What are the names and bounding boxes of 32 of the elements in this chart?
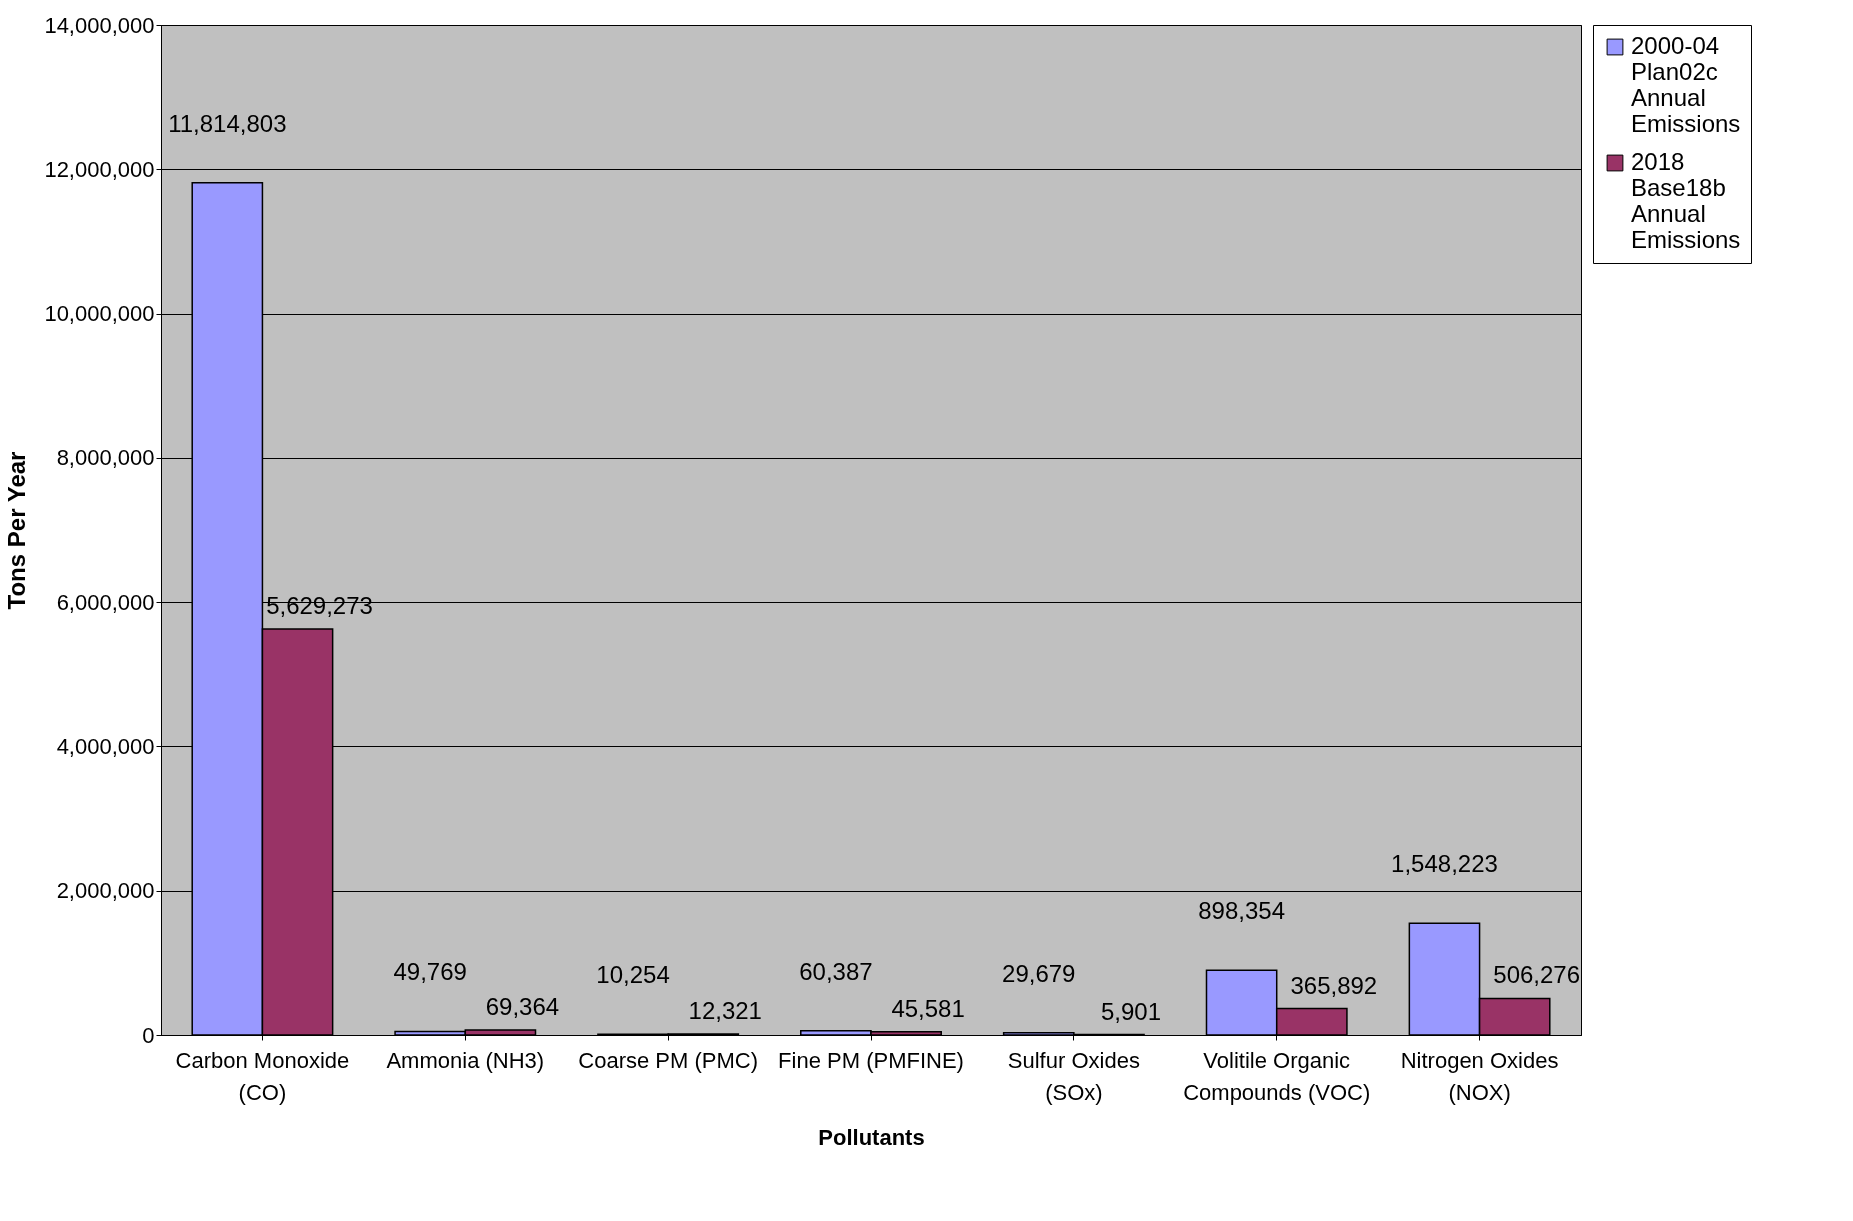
data-label: 898,354 — [1198, 897, 1285, 925]
data-label: 12,321 — [688, 997, 762, 1025]
x-tick-label: Fine PM (PMFINE) — [778, 1047, 964, 1073]
data-label: 49,769 — [393, 958, 467, 986]
data-label: 5,901 — [1100, 997, 1161, 1025]
data-label: 29,679 — [1002, 959, 1076, 987]
data-label: 1,548,223 — [1391, 850, 1498, 878]
data-label: 60,387 — [799, 957, 873, 985]
y-tick-label: 14,000,000 — [44, 12, 155, 38]
x-tick-label: Ammonia (NH3) — [386, 1047, 545, 1073]
y-tick-label: 0 — [142, 1022, 155, 1048]
x-tick-label: Coarse PM (PMC) — [578, 1047, 758, 1073]
data-label: 506,276 — [1493, 961, 1581, 989]
x-tick-label: Sulfur Oxides (SOx) — [1007, 1047, 1140, 1105]
data-label: 69,364 — [485, 993, 560, 1020]
data-label: 45,581 — [891, 994, 965, 1022]
y-tick-label: 6,000,000 — [56, 589, 155, 615]
y-tick-label: 10,000,000 — [44, 301, 155, 327]
y-tick-label: 2,000,000 — [56, 878, 155, 904]
data-label: 10,254 — [596, 961, 670, 989]
legend-label: 2000-04 Plan02c Annual Emissions — [1631, 32, 1741, 137]
data-label: 11,814,803 — [168, 109, 287, 137]
x-tick-label: Carbon Monoxide (CO) — [175, 1047, 350, 1105]
y-tick-label: 12,000,000 — [44, 156, 155, 182]
x-tick-label: Nitrogen Oxides (NOX) — [1400, 1047, 1559, 1105]
x-axis-title: Pollutants — [818, 1124, 925, 1150]
y-tick-label: 8,000,000 — [56, 445, 155, 471]
x-tick-label: Volitile Organic Compounds (VOC) — [1183, 1047, 1371, 1105]
legend-label: 2018 Base18b Annual Emissions — [1631, 148, 1741, 253]
data-label: 365,892 — [1290, 971, 1378, 999]
y-axis-title: Tons Per Year — [3, 451, 31, 610]
y-tick-label: 4,000,000 — [56, 733, 155, 759]
